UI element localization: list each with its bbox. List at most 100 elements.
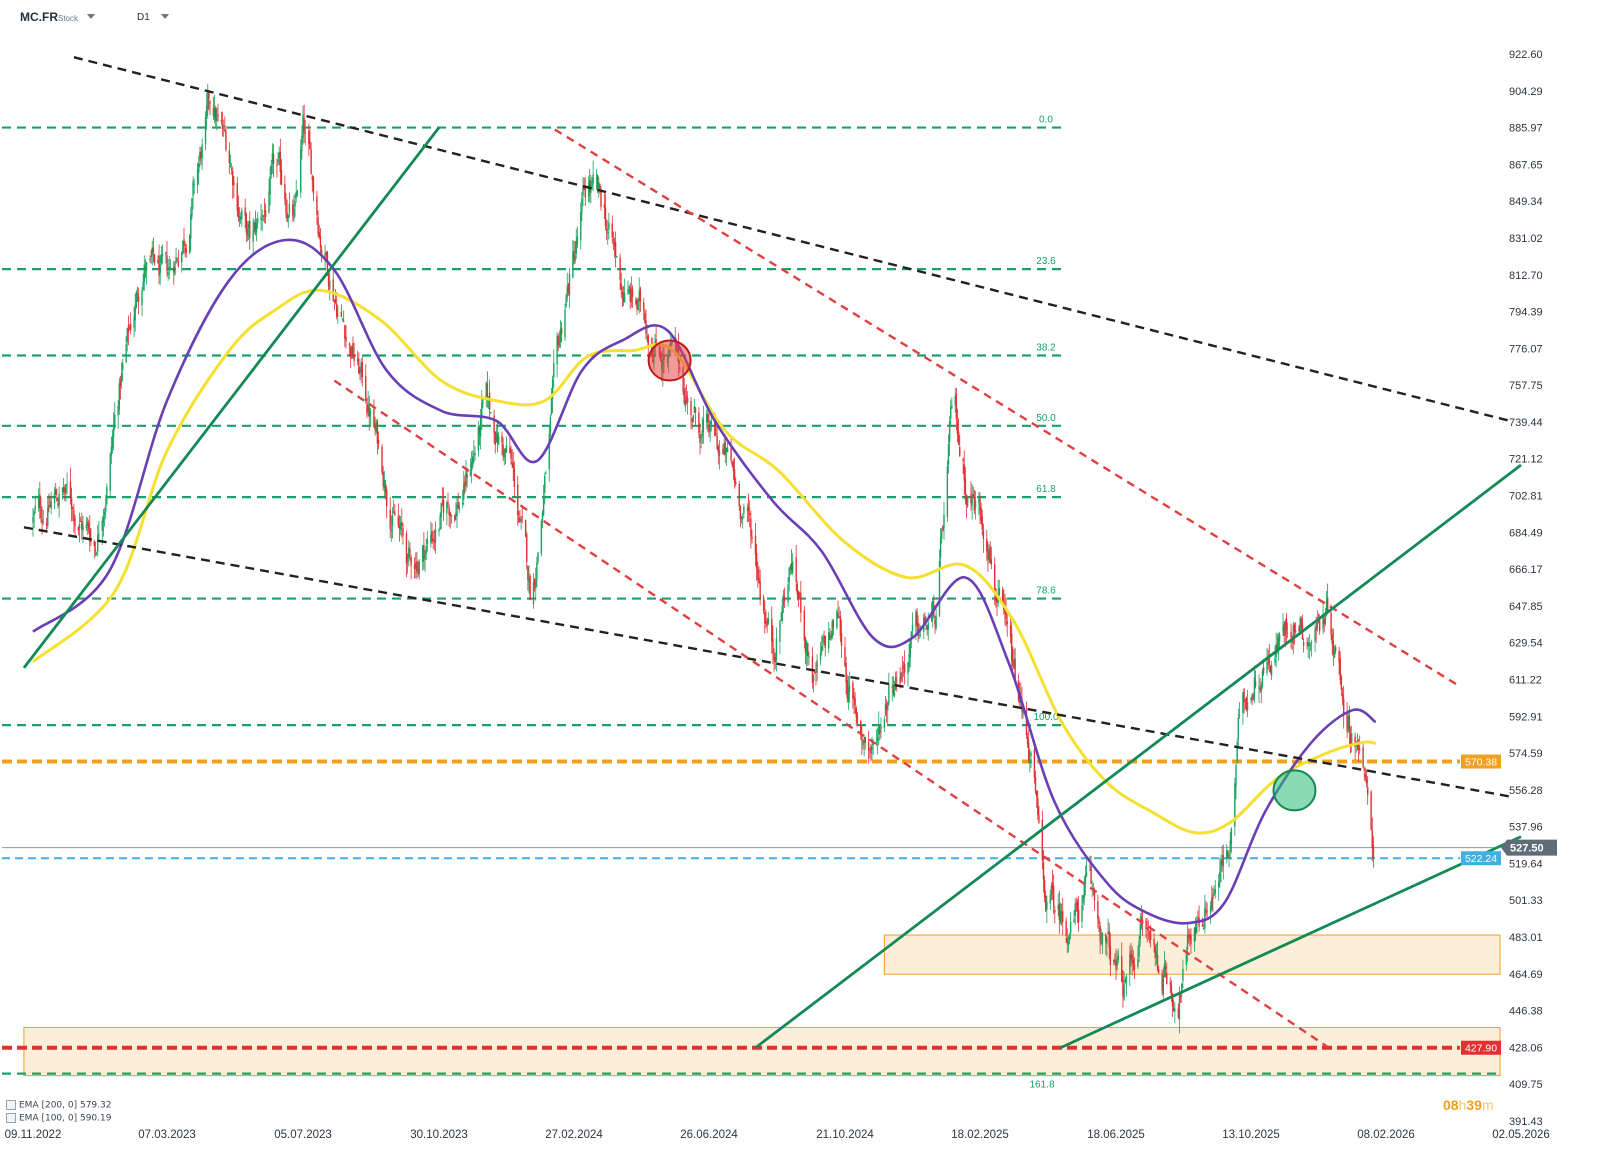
candle-body [840, 633, 843, 646]
candle-body [94, 549, 97, 551]
candle-body [207, 92, 209, 109]
candle-body [112, 425, 115, 438]
trendline-green-6[interactable] [1059, 835, 1522, 1050]
y-tick-label: 501.33 [1509, 895, 1543, 907]
candle-body [58, 493, 60, 506]
timeframe-label[interactable]: D1 [137, 12, 150, 23]
candle-body [549, 417, 552, 436]
candle-body [629, 286, 631, 302]
indicator-legend-ema200[interactable]: EMA [200, 0] 579.32 [6, 1100, 111, 1111]
candle-body [137, 296, 140, 302]
candle-body [1122, 979, 1124, 997]
candle-body [351, 346, 353, 359]
candle-body [941, 530, 943, 539]
candle-body [1332, 640, 1335, 655]
candle-body [884, 703, 887, 716]
markers-layer [647, 339, 1317, 812]
candle-body [932, 600, 934, 617]
candle-body [319, 236, 322, 248]
candle-body [934, 619, 936, 625]
candle-body [951, 405, 953, 409]
candle-body [261, 218, 263, 220]
candle-body [907, 663, 909, 675]
candle-body [1137, 959, 1139, 967]
indicator-legend-ema100[interactable]: EMA [100, 0] 590.19 [6, 1113, 111, 1124]
candle-body [1330, 612, 1332, 635]
trendline-black-1[interactable] [23, 526, 1510, 798]
trendline-black-0[interactable] [73, 56, 1510, 422]
bearish-cross-marker[interactable] [647, 339, 692, 382]
bullish-cross-marker[interactable] [1272, 769, 1317, 812]
candle-body [647, 335, 649, 347]
support-zone-0[interactable] [883, 934, 1501, 975]
candle-body [159, 264, 161, 274]
candle-body [1243, 688, 1245, 703]
candle-body [287, 215, 289, 219]
ema100-line[interactable] [32, 238, 1377, 925]
candle-body [1166, 972, 1168, 985]
candle-body [293, 208, 295, 219]
candle-body [424, 554, 426, 561]
candle-body [294, 201, 296, 207]
candle-body [1197, 918, 1199, 921]
symbol-dropdown-icon[interactable] [87, 14, 95, 19]
candle-body [345, 336, 347, 342]
candle-body [596, 175, 599, 189]
trendline-green-4[interactable] [22, 126, 441, 669]
candle-body [50, 501, 52, 509]
candle-body [1228, 854, 1230, 858]
candle-body [141, 290, 143, 306]
candle-body [788, 568, 790, 583]
candle-body [1076, 901, 1079, 912]
candle-body [894, 676, 897, 690]
candle-body [798, 592, 801, 598]
candle-body [883, 719, 886, 728]
level-tag-427.90: 427.90 [1465, 1043, 1497, 1055]
candle-body [716, 435, 718, 450]
candle-body [1229, 840, 1231, 852]
candle-body [582, 187, 584, 196]
trendline-red-3[interactable] [333, 379, 1330, 1049]
ema200-line[interactable] [32, 288, 1377, 835]
candle-body [864, 736, 866, 744]
symbol-label[interactable]: MC.FR [20, 10, 58, 24]
timeframe-dropdown-icon[interactable] [161, 14, 169, 19]
candle-body [939, 537, 942, 558]
candle-body [646, 336, 648, 338]
trendline-green-5[interactable] [754, 463, 1522, 1049]
candle-body [987, 549, 989, 560]
indicator-settings-icon[interactable] [6, 1113, 16, 1123]
candle-body [738, 484, 740, 506]
candle-body [391, 515, 394, 526]
candle-body [1372, 845, 1375, 858]
candle-body [966, 497, 969, 507]
candle-body [212, 107, 215, 116]
candle-body [595, 178, 598, 180]
indicator-settings-icon[interactable] [6, 1100, 16, 1110]
candle-body [1204, 907, 1206, 929]
candle-body [896, 679, 898, 681]
candle-body [1185, 950, 1188, 965]
candle-body [1108, 931, 1110, 947]
candle-body [213, 107, 216, 119]
candle-body [1342, 698, 1345, 716]
candle-body [1219, 871, 1221, 884]
candle-body [1230, 828, 1233, 844]
trendline-red-2[interactable] [554, 128, 1460, 687]
candle-body [464, 481, 466, 487]
candle-body [239, 216, 242, 220]
candle-body [430, 534, 432, 543]
candle-body [262, 215, 265, 218]
candle-body [772, 638, 774, 653]
candle-body [832, 620, 835, 629]
x-tick-label: 08.02.2026 [1357, 1129, 1415, 1141]
candle-body [1026, 737, 1029, 745]
candle-body [410, 557, 412, 566]
candle-body [505, 445, 508, 453]
candle-body [174, 263, 176, 275]
candle-body [1075, 903, 1078, 905]
candle-body [860, 720, 862, 733]
candle-body [564, 309, 566, 338]
support-zone-1[interactable] [23, 1026, 1501, 1077]
